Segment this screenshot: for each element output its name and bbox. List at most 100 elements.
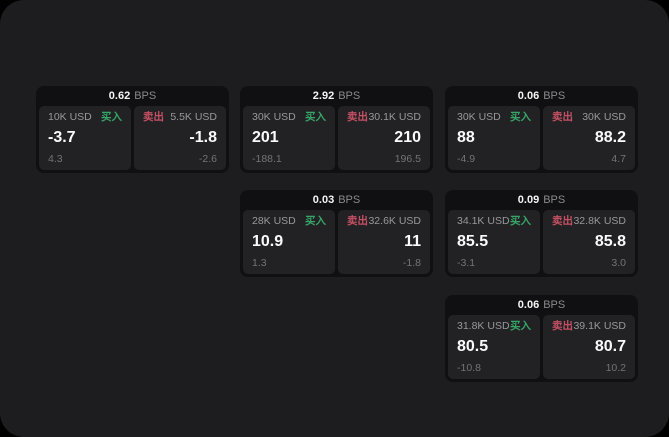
bps-value: 0.03 [312,193,335,206]
buy-price-value: 85.5 [457,233,489,250]
sell-side-label: 卖出 [552,215,573,227]
bps-value: 0.62 [108,89,131,102]
price-card: 0.03 BPS 28K USD 买入 10.9 1.3 卖出 32.6K US… [240,190,433,277]
buy-panel[interactable]: 30K USD 买入 201 -188.1 [243,106,335,170]
buy-side-label: 买入 [510,215,531,227]
sell-price-value: 85.8 [594,233,626,250]
price-card: 0.06 BPS 30K USD 买入 88 -4.9 卖出 30K USD 8… [445,86,638,173]
sell-panel-top-row: 卖出 32.8K USD [552,216,626,227]
sell-price-value: 88.2 [594,129,626,146]
buy-price-value: 201 [252,129,279,146]
buy-price-value: 80.5 [457,338,489,355]
buy-panel[interactable]: 30K USD 买入 88 -4.9 [448,106,540,170]
price-card: 0.06 BPS 31.8K USD 买入 80.5 -10.8 卖出 39.1… [445,295,638,382]
bps-value: 0.06 [517,89,540,102]
quote-panels: 28K USD 买入 10.9 1.3 卖出 32.6K USD 11 -1.8 [243,210,430,274]
buy-change-value: 4.3 [48,152,63,165]
buy-amount-label: 30K USD [252,111,296,123]
buy-side-label: 买入 [510,320,531,332]
quote-panels: 34.1K USD 买入 85.5 -3.1 卖出 32.8K USD 85.8… [448,210,635,274]
bps-unit-label: BPS [543,298,566,311]
buy-change-value: 1.3 [252,256,267,269]
sell-side-label: 卖出 [347,215,368,227]
bps-unit-label: BPS [338,193,361,206]
sell-amount-label: 5.5K USD [170,111,217,123]
buy-panel-top-row: 28K USD 买入 [252,216,326,227]
sell-price-value: -1.8 [189,129,217,146]
quote-panels: 31.8K USD 买入 80.5 -10.8 卖出 39.1K USD 80.… [448,315,635,379]
sell-side-label: 卖出 [552,320,573,332]
price-card: 0.62 BPS 10K USD 买入 -3.7 4.3 卖出 5.5K USD… [36,86,229,173]
sell-panel-top-row: 卖出 32.6K USD [347,216,421,227]
buy-side-label: 买入 [305,215,326,227]
bps-header: 2.92 BPS [243,86,430,106]
buy-panel[interactable]: 28K USD 买入 10.9 1.3 [243,210,335,274]
bps-header: 0.06 BPS [448,86,635,106]
bps-value: 0.06 [517,298,540,311]
sell-amount-label: 30K USD [582,111,626,123]
buy-panel-top-row: 10K USD 买入 [48,112,122,123]
bps-unit-label: BPS [543,89,566,102]
bps-header: 0.62 BPS [39,86,226,106]
sell-change-value: 10.2 [605,361,626,374]
bps-unit-label: BPS [338,89,361,102]
sell-amount-label: 30.1K USD [368,111,421,123]
buy-panel-top-row: 34.1K USD 买入 [457,216,531,227]
sell-panel-top-row: 卖出 39.1K USD [552,321,626,332]
sell-amount-label: 32.8K USD [573,215,626,227]
buy-amount-label: 31.8K USD [457,320,510,332]
buy-price-value: 10.9 [252,233,284,250]
sell-panel[interactable]: 卖出 30K USD 88.2 4.7 [543,106,635,170]
buy-amount-label: 28K USD [252,215,296,227]
bps-header: 0.06 BPS [448,295,635,315]
buy-change-value: -10.8 [457,361,481,374]
buy-amount-label: 10K USD [48,111,92,123]
buy-panel-top-row: 30K USD 买入 [457,112,531,123]
bps-value: 0.09 [517,193,540,206]
buy-change-value: -4.9 [457,152,476,165]
bps-value: 2.92 [312,89,335,102]
buy-change-value: -188.1 [252,152,282,165]
sell-panel[interactable]: 卖出 5.5K USD -1.8 -2.6 [134,106,226,170]
buy-panel-top-row: 30K USD 买入 [252,112,326,123]
quote-panels: 30K USD 买入 88 -4.9 卖出 30K USD 88.2 4.7 [448,106,635,170]
sell-change-value: -1.8 [402,256,421,269]
buy-side-label: 买入 [101,111,122,123]
buy-panel[interactable]: 31.8K USD 买入 80.5 -10.8 [448,315,540,379]
bps-header: 0.09 BPS [448,190,635,210]
sell-panel-top-row: 卖出 30K USD [552,112,626,123]
sell-panel[interactable]: 卖出 32.8K USD 85.8 3.0 [543,210,635,274]
sell-change-value: 3.0 [611,256,626,269]
sell-change-value: -2.6 [198,152,217,165]
buy-side-label: 买入 [510,111,531,123]
quote-panels: 10K USD 买入 -3.7 4.3 卖出 5.5K USD -1.8 -2.… [39,106,226,170]
price-card: 2.92 BPS 30K USD 买入 201 -188.1 卖出 30.1K … [240,86,433,173]
buy-panel[interactable]: 10K USD 买入 -3.7 4.3 [39,106,131,170]
buy-panel[interactable]: 34.1K USD 买入 85.5 -3.1 [448,210,540,274]
sell-panel-top-row: 卖出 30.1K USD [347,112,421,123]
sell-price-value: 80.7 [594,338,626,355]
bps-unit-label: BPS [134,89,157,102]
sell-side-label: 卖出 [347,111,368,123]
sell-panel-top-row: 卖出 5.5K USD [143,112,217,123]
buy-change-value: -3.1 [457,256,476,269]
sell-price-value: 11 [404,233,421,250]
sell-side-label: 卖出 [552,111,573,123]
sell-panel[interactable]: 卖出 39.1K USD 80.7 10.2 [543,315,635,379]
sell-side-label: 卖出 [143,111,164,123]
sell-amount-label: 39.1K USD [573,320,626,332]
price-card: 0.09 BPS 34.1K USD 买入 85.5 -3.1 卖出 32.8K… [445,190,638,277]
buy-price-value: -3.7 [48,129,76,146]
buy-side-label: 买入 [305,111,326,123]
buy-panel-top-row: 31.8K USD 买入 [457,321,531,332]
buy-amount-label: 30K USD [457,111,501,123]
sell-change-value: 196.5 [394,152,421,165]
sell-panel[interactable]: 卖出 30.1K USD 210 196.5 [338,106,430,170]
quote-panels: 30K USD 买入 201 -188.1 卖出 30.1K USD 210 1… [243,106,430,170]
sell-change-value: 4.7 [611,152,626,165]
sell-panel[interactable]: 卖出 32.6K USD 11 -1.8 [338,210,430,274]
sell-price-value: 210 [394,129,421,146]
bps-unit-label: BPS [543,193,566,206]
buy-amount-label: 34.1K USD [457,215,510,227]
